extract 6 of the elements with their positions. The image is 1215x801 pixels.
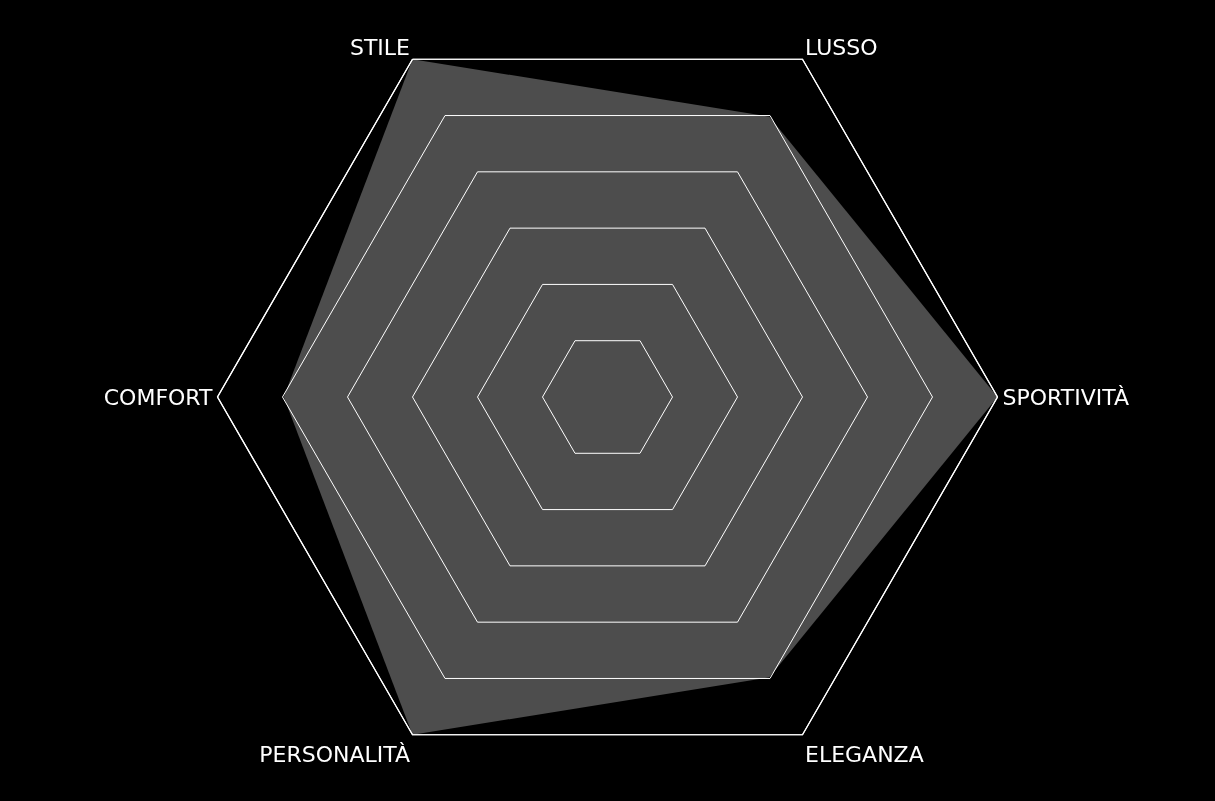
spoke-label: PERSONALITÀ xyxy=(259,741,410,767)
spoke-label: LUSSO xyxy=(805,34,878,60)
spoke-label: STILE xyxy=(349,34,410,60)
spoke-label: COMFORT xyxy=(103,384,214,410)
spoke-label: SPORTIVITÀ xyxy=(1002,384,1129,410)
spoke-label: ELEGANZA xyxy=(805,741,924,767)
